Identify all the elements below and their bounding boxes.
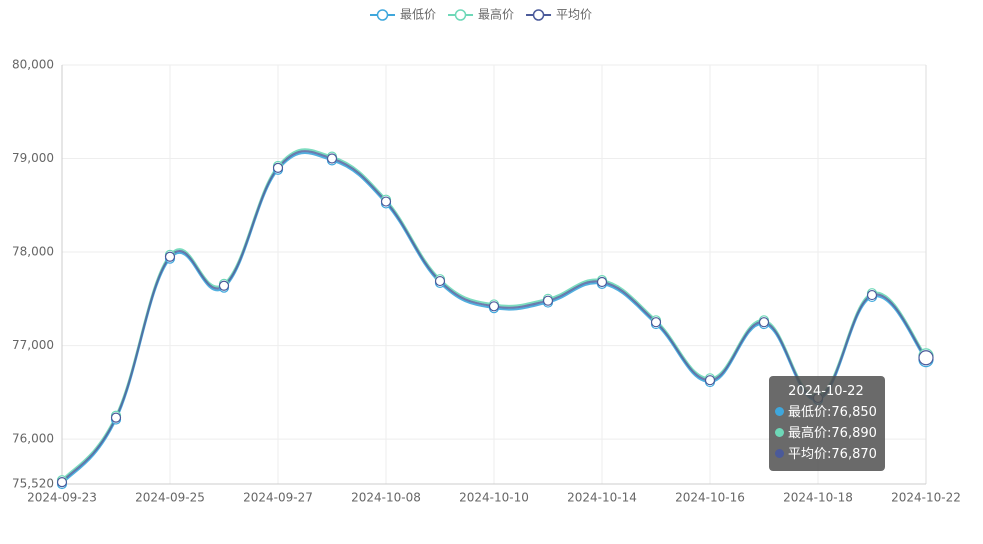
legend-label: 最低价 xyxy=(400,8,436,22)
y-tick-label: 77,000 xyxy=(12,338,54,352)
x-tick-label: 2024-09-23 xyxy=(27,491,97,505)
tooltip-name: 平均价 xyxy=(788,447,831,462)
data-point xyxy=(272,162,284,173)
data-point xyxy=(650,317,662,328)
x-tick-label: 2024-10-22 xyxy=(891,491,961,505)
tooltip-name: 最高价 xyxy=(788,426,831,441)
tooltip-name: 最低价 xyxy=(788,405,831,420)
data-point xyxy=(110,412,122,423)
y-tick-label: 76,000 xyxy=(12,432,54,446)
data-point xyxy=(866,289,878,301)
data-point xyxy=(380,196,392,207)
data-point xyxy=(758,317,770,328)
data-point xyxy=(918,350,934,366)
x-tick-label: 2024-09-25 xyxy=(135,491,205,505)
tooltip: 2024-10-22最低价76,850最高价76,890平均价76,870 xyxy=(769,376,885,471)
legend-icon xyxy=(454,9,467,21)
data-point xyxy=(326,153,338,164)
legend-label: 最高价 xyxy=(478,7,514,22)
data-point xyxy=(596,276,608,288)
y-tick-label: 75,520 xyxy=(12,477,54,491)
legend-icon xyxy=(532,9,545,21)
data-point xyxy=(56,477,68,488)
legend-icon xyxy=(376,9,389,21)
x-tick-label: 2024-09-27 xyxy=(243,491,313,505)
y-tick-label: 80,000 xyxy=(12,58,54,72)
data-point xyxy=(542,295,554,306)
x-tick-label: 2024-10-18 xyxy=(783,491,853,505)
y-tick-label: 79,000 xyxy=(12,151,54,165)
x-tick-label: 2024-10-08 xyxy=(351,491,421,505)
x-tick-label: 2024-10-14 xyxy=(567,491,637,505)
data-point xyxy=(164,251,176,262)
legend-label: 平均价 xyxy=(556,8,592,22)
x-tick-label: 2024-10-10 xyxy=(459,491,529,505)
data-point xyxy=(218,280,230,291)
data-point xyxy=(434,275,446,287)
data-point xyxy=(488,301,500,312)
tooltip-row: 平均价76,870 xyxy=(775,444,877,465)
tooltip-title: 2024-10-22 xyxy=(788,384,864,399)
tooltip-dot xyxy=(775,428,784,437)
tooltip-value: 76,850 xyxy=(831,405,877,420)
tooltip-value: 76,870 xyxy=(831,447,877,462)
tooltip-value: 76,890 xyxy=(831,426,877,441)
tooltip-dot xyxy=(775,449,784,458)
tooltip-row: 最高价76,890 xyxy=(775,423,877,444)
tooltip-dot xyxy=(775,407,784,416)
y-tick-label: 78,000 xyxy=(12,245,54,259)
x-tick-label: 2024-10-16 xyxy=(675,491,745,505)
data-point xyxy=(704,375,716,386)
tooltip-row: 最低价76,850 xyxy=(775,402,877,423)
